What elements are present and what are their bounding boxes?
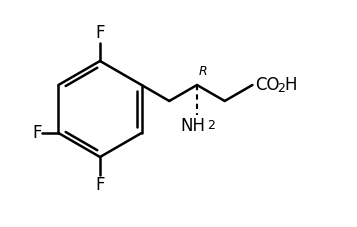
Text: F: F	[95, 24, 105, 42]
Text: R: R	[199, 65, 208, 78]
Text: 2: 2	[207, 119, 215, 132]
Text: 2: 2	[277, 82, 285, 96]
Text: CO: CO	[255, 76, 280, 94]
Text: NH: NH	[181, 117, 206, 135]
Text: F: F	[95, 176, 105, 194]
Text: F: F	[32, 124, 41, 142]
Text: H: H	[285, 76, 297, 94]
